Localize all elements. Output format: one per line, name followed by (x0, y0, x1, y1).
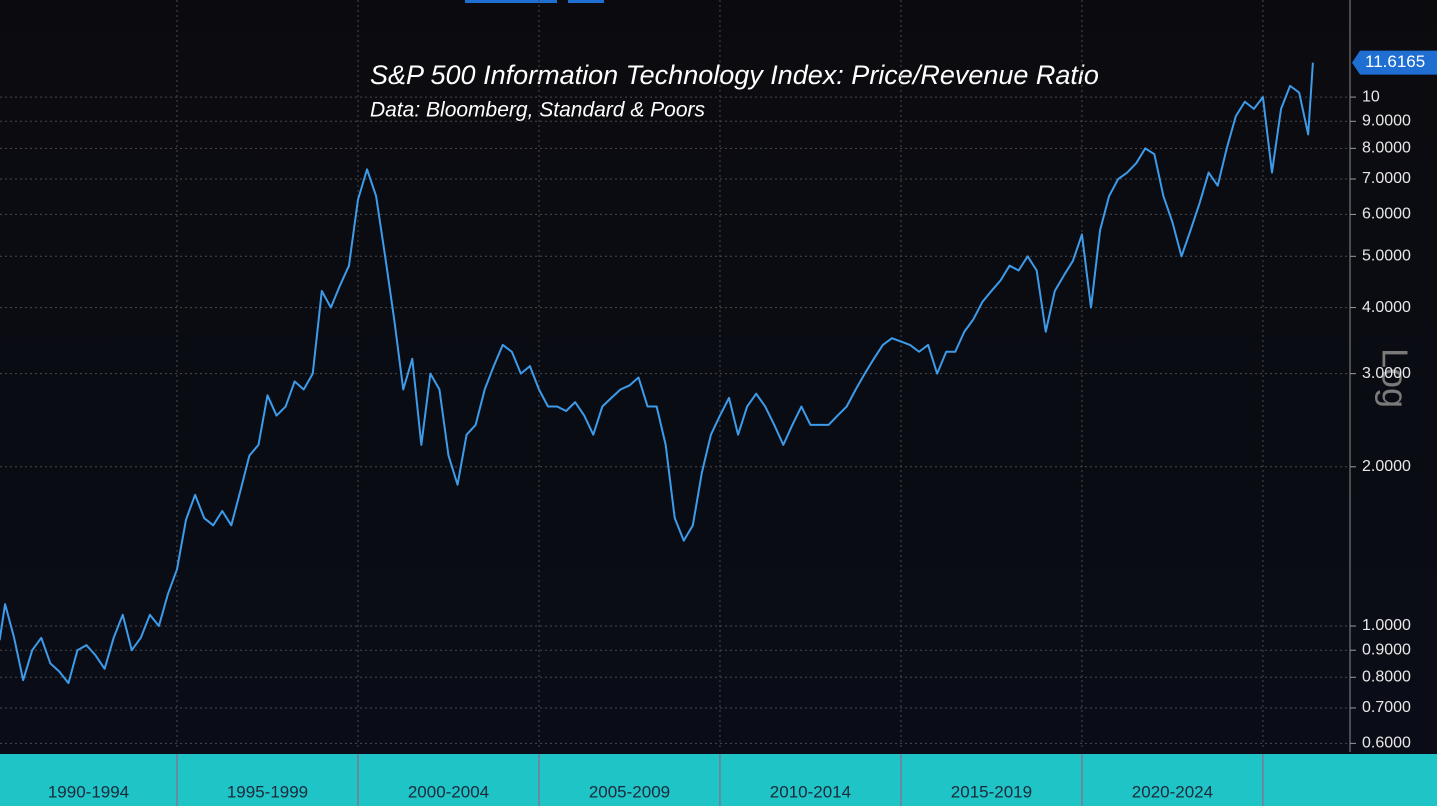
last-value-tag (1352, 50, 1437, 75)
x-tick-label: 2015-2019 (951, 782, 1032, 801)
y-tick-label: 4.0000 (1362, 299, 1411, 316)
last-value-label: 11.6165 (1365, 52, 1425, 71)
y-tick-label: 0.7000 (1362, 699, 1411, 716)
x-tick-label: 2005-2009 (589, 782, 670, 801)
x-tick-label: 1995-1999 (227, 782, 308, 801)
y-tick-label: 9.0000 (1362, 113, 1411, 130)
chart-subtitle: Data: Bloomberg, Standard & Poors (370, 99, 706, 122)
tab-marker (568, 0, 604, 3)
x-axis-band (0, 754, 1437, 806)
y-tick-label: 0.9000 (1362, 641, 1411, 658)
tab-marker (465, 0, 557, 3)
y-tick-label: 10 (1362, 88, 1380, 105)
y-tick-label: 0.6000 (1362, 735, 1411, 752)
y-tick-label: 6.0000 (1362, 206, 1411, 223)
y-tick-label: 3.0000 (1362, 365, 1411, 382)
y-tick-label: 0.8000 (1362, 668, 1411, 685)
y-tick-label: 7.0000 (1362, 170, 1411, 187)
y-tick-label: 8.0000 (1362, 140, 1411, 157)
scale-label: Log (1374, 348, 1415, 408)
y-tick-label: 1.0000 (1362, 617, 1411, 634)
y-tick-label: 5.0000 (1362, 248, 1411, 265)
y-tick-label: 2.0000 (1362, 458, 1411, 475)
x-tick-label: 2010-2014 (770, 782, 851, 801)
chart-title: S&P 500 Information Technology Index: Pr… (370, 60, 1099, 90)
x-tick-label: 1990-1994 (48, 782, 129, 801)
x-tick-label: 2000-2004 (408, 782, 489, 801)
data-line (0, 62, 1314, 685)
x-tick-label: 2020-2024 (1132, 782, 1213, 801)
